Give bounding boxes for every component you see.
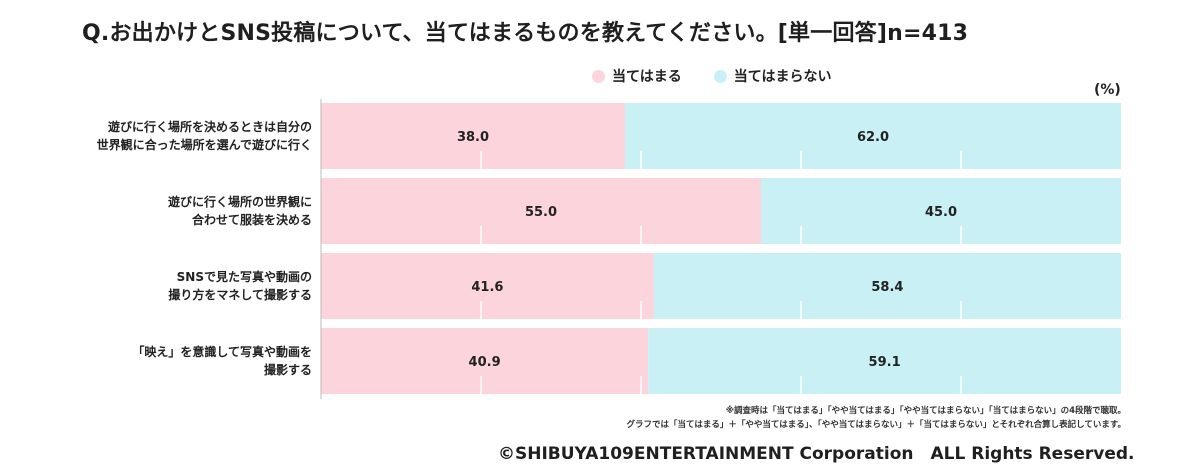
bar-not-applies-1 [761,178,1121,244]
value-label-applies-2: 41.6 [471,280,503,295]
value-label-not-applies-1: 45.0 [925,205,957,220]
bar-not-applies-2 [653,253,1121,319]
bar-applies-2 [321,253,654,319]
chart-title: Q.お出かけとSNS投稿について、当てはまるものを教えてください。[単一回答]n… [82,21,969,46]
survey-note: ※調査時は「当てはまる」「やや当てはまる」「やや当てはまらない」「当てはまらない… [725,406,1126,416]
category-label-2-0: SNSで見た写真や動画の [177,269,312,284]
legend-item-applies: 当てはまる [592,66,682,86]
bar-applies-3 [321,328,649,394]
category-label-1-1: 合わせて服装を決める [192,212,312,227]
copyright-notice: ©SHIBUYA109ENTERTAINMENT Corporation ALL… [498,444,1135,464]
bar-applies-1 [321,178,761,244]
category-label-0-1: 世界観に合った場所を選んで遊びに行く [97,137,312,152]
category-label-1-0: 遊びに行く場所の世界観に [168,194,312,209]
legend-item-not-applies: 当てはまらない [713,66,832,86]
value-label-applies-0: 38.0 [457,130,489,145]
legend: 当てはまる 当てはまらない [592,66,863,86]
value-label-applies-1: 55.0 [525,205,557,220]
aggregation-note: グラフでは「当てはまる」＋「やや当てはまる」、「やや当てはまらない」＋「当てはま… [626,420,1126,430]
legend-swatch-not-applies [713,69,727,83]
legend-swatch-applies [592,69,605,83]
value-label-not-applies-0: 62.0 [857,130,889,145]
value-label-applies-3: 40.9 [469,355,501,370]
bar-applies-0 [321,103,625,169]
category-label-3-1: 撮影する [264,362,312,377]
legend-label-applies: 当てはまる [612,69,682,85]
bar-not-applies-3 [648,328,1121,394]
category-label-0-0: 遊びに行く場所を決めるときは自分の [108,119,312,134]
category-label-2-1: 撮り方をマネして撮影する [168,287,312,302]
percent-unit-label: (%) [1094,82,1121,98]
bar-not-applies-0 [625,103,1121,169]
value-label-not-applies-2: 58.4 [871,280,903,295]
value-label-not-applies-3: 59.1 [869,355,901,370]
legend-label-not-applies: 当てはまらない [733,69,832,85]
category-label-3-0: 「映え」を意識して写真や動画を [132,344,312,359]
